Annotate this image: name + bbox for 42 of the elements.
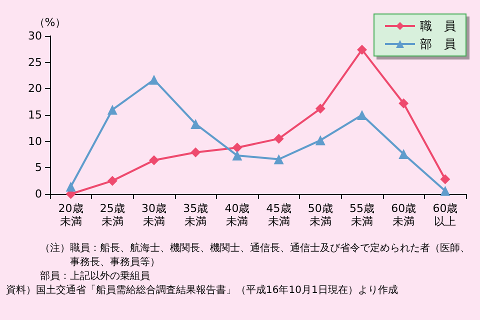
x-tick-label: 60歳以上 <box>432 202 458 228</box>
y-tick-label: 20 <box>28 82 42 96</box>
x-tick-label: 35歳未満 <box>183 202 208 228</box>
text: （注）職員：船長、航海士、機関長、機関士、通信長、通信士及び省令で定められた者（医師、事務長、事務員等） <box>39 242 471 270</box>
point <box>398 148 409 159</box>
x-tick-label: 60歳未満 <box>391 202 416 228</box>
x-tick-label: 30歳未満 <box>142 202 166 228</box>
x-tick-label: 45歳未満 <box>266 202 292 228</box>
y-tick-label: 0 <box>35 188 42 200</box>
point <box>357 110 367 120</box>
point <box>398 98 409 108</box>
point <box>315 135 326 146</box>
y-axis-title: （%） <box>34 16 66 29</box>
point <box>357 44 367 55</box>
point <box>149 155 159 166</box>
point <box>440 186 450 196</box>
x-tick-label: 20歳未満 <box>58 202 84 228</box>
point <box>66 182 76 192</box>
text: 資料）国土交通省「船員需給総合調査結果報告書」（平成16年10月1日現在）より作成 <box>6 284 399 298</box>
point <box>190 147 201 158</box>
point <box>190 118 201 129</box>
point <box>440 174 450 184</box>
y-tick-label: 30 <box>28 30 42 42</box>
y-tick-label: 5 <box>35 161 42 174</box>
legend-label: 職 員 <box>420 19 456 33</box>
x-tick-label: 50歳未満 <box>308 202 333 228</box>
text: 部員：上記以外の乗組員 <box>39 270 151 284</box>
point <box>274 154 284 164</box>
y-tick-label: 15 <box>28 108 42 122</box>
point <box>107 104 118 115</box>
point <box>274 134 284 144</box>
x-tick-label: 25歳未満 <box>100 202 125 228</box>
x-tick-label: 40歳未満 <box>224 202 250 228</box>
point <box>149 74 159 85</box>
point <box>315 104 326 114</box>
point <box>232 150 242 161</box>
x-tick-label: 55歳未満 <box>350 202 374 228</box>
y-tick-label: 25 <box>28 56 42 69</box>
point <box>107 176 118 186</box>
legend-label: 部 員 <box>420 37 456 51</box>
y-tick-label: 10 <box>28 134 42 148</box>
point <box>232 142 242 153</box>
